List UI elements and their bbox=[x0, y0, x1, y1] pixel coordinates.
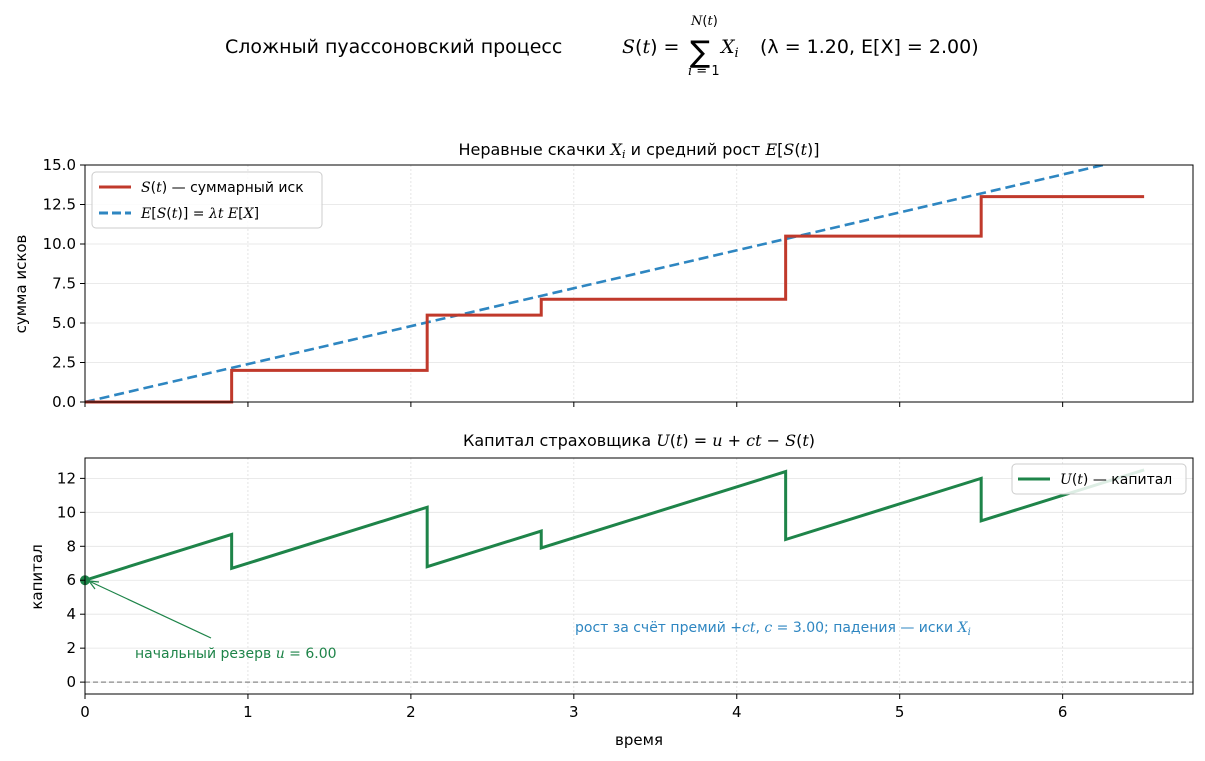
capital-line bbox=[84, 468, 1145, 582]
legend-label-u: U(t) — капитал bbox=[1060, 472, 1172, 488]
bottom-ytick-label: 0 bbox=[66, 673, 76, 691]
bottom-xlabel: время bbox=[615, 731, 663, 749]
top-ytick-label: 2.5 bbox=[52, 354, 76, 372]
suptitle-params: (λ = 1.20, E[X] = 2.00) bbox=[760, 36, 979, 58]
top-ylabel: сумма исков bbox=[12, 235, 30, 334]
top-ytick-label: 15.0 bbox=[43, 156, 76, 174]
bottom-ylabel: капитал bbox=[28, 544, 46, 609]
annotation-arrowhead bbox=[88, 580, 100, 590]
bottom-ytick-label: 10 bbox=[57, 503, 76, 521]
top-ytick-label: 12.5 bbox=[43, 196, 76, 214]
bottom-xtick-label: 2 bbox=[406, 703, 416, 721]
bottom-ytick-label: 4 bbox=[66, 605, 76, 623]
top-panel-title: Неравные скачки Xi и средний рост E[S(t)… bbox=[458, 140, 819, 161]
top-legend-box bbox=[91, 171, 323, 229]
top-legend: S(t) — суммарный иск E[S(t)] = λt E[X] bbox=[91, 171, 323, 229]
top-ticks: 0.0 2.5 5.0 7.5 10.0 12.5 15.0 bbox=[43, 156, 1064, 411]
bottom-legend: U(t) — капитал bbox=[1011, 463, 1187, 495]
bottom-legend-box bbox=[1011, 463, 1187, 495]
svg-text:N(t): N(t) bbox=[690, 14, 718, 29]
expected-mean-line bbox=[85, 165, 1110, 402]
bottom-axes-frame bbox=[84, 457, 1194, 695]
bottom-panel: Капитал страховщика U(t) = u + ct − S(t)… bbox=[28, 431, 1194, 749]
bottom-ytick-label: 6 bbox=[66, 571, 76, 589]
bottom-xtick-label: 0 bbox=[80, 703, 90, 721]
annotation-arrow bbox=[90, 581, 212, 639]
top-ytick-label: 7.5 bbox=[52, 275, 76, 293]
bottom-xtick-label: 1 bbox=[243, 703, 253, 721]
bottom-xtick-label: 4 bbox=[732, 703, 742, 721]
top-panel: Неравные скачки Xi и средний рост E[S(t)… bbox=[12, 140, 1194, 411]
suptitle-text: Сложный пуассоновский процесс bbox=[225, 36, 562, 58]
bottom-series bbox=[80, 468, 1145, 586]
top-ytick-label: 10.0 bbox=[43, 235, 76, 253]
svg-text:S(t) =: S(t) = bbox=[622, 36, 679, 58]
claims-step-line bbox=[85, 195, 1145, 404]
figure-suptitle: Сложный пуассоновский процесс S(t) = ∑ N… bbox=[225, 14, 979, 79]
bottom-ytick-label: 2 bbox=[66, 639, 76, 657]
bottom-ytick-label: 8 bbox=[66, 537, 76, 555]
bottom-ytick-label: 12 bbox=[57, 469, 76, 487]
top-series bbox=[85, 165, 1145, 404]
top-ytick-label: 5.0 bbox=[52, 314, 76, 332]
suptitle-formula: S(t) = ∑ N(t) i = 1 Xi bbox=[622, 14, 739, 79]
svg-text:i = 1: i = 1 bbox=[688, 64, 720, 79]
top-ytick-label: 0.0 bbox=[52, 393, 76, 411]
legend-label-s: S(t) — суммарный иск bbox=[141, 180, 304, 196]
legend-label-es: E[S(t)] = λt E[X] bbox=[140, 206, 259, 222]
annotation-initial-reserve: начальный резерв u = 6.00 bbox=[88, 580, 337, 662]
bottom-xtick-label: 6 bbox=[1058, 703, 1068, 721]
svg-text:Xi: Xi bbox=[719, 36, 739, 61]
bottom-xtick-label: 3 bbox=[569, 703, 579, 721]
svg-text:∑: ∑ bbox=[690, 35, 710, 70]
annotation-reserve-text: начальный резерв u = 6.00 bbox=[135, 646, 337, 662]
bottom-panel-title: Капитал страховщика U(t) = u + ct − S(t) bbox=[463, 431, 815, 450]
annotation-growth-text: рост за счёт премий +ct, c = 3.00; паден… bbox=[575, 620, 971, 638]
bottom-xtick-label: 5 bbox=[895, 703, 905, 721]
